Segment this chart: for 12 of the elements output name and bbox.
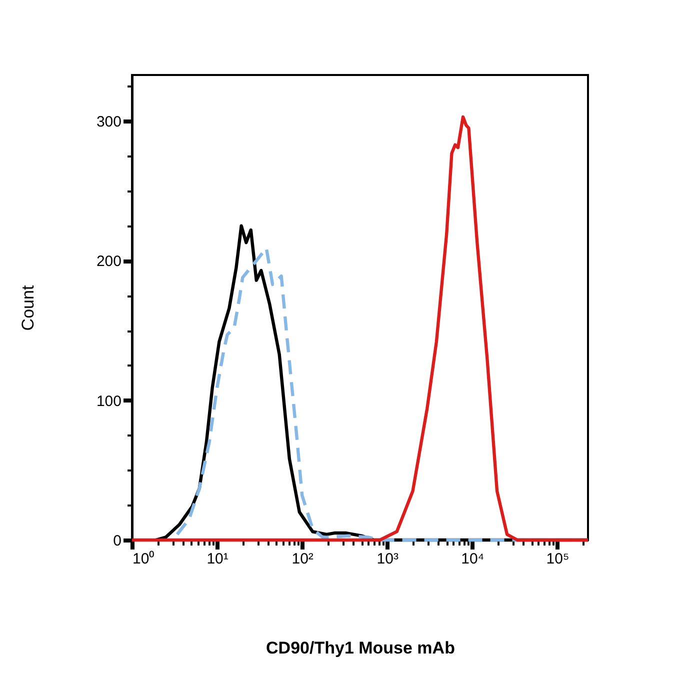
x-tick-label: 10⁴ — [461, 550, 484, 568]
x-tick-label: 10² — [292, 550, 314, 568]
y-tick-label: 0 — [113, 532, 122, 550]
x-axis-title: CD90/Thy1 Mouse mAb — [266, 638, 455, 658]
y-tick-label: 200 — [96, 253, 122, 270]
x-tick-label: 10⁰ — [132, 550, 154, 568]
y-axis-title: Count — [18, 285, 38, 331]
x-tick-label: 10³ — [376, 550, 398, 568]
y-tick-label: 100 — [96, 392, 122, 410]
y-tick-label: 300 — [96, 114, 122, 131]
x-tick-label: 10⁵ — [546, 550, 570, 568]
x-tick-label: 10¹ — [206, 550, 228, 568]
